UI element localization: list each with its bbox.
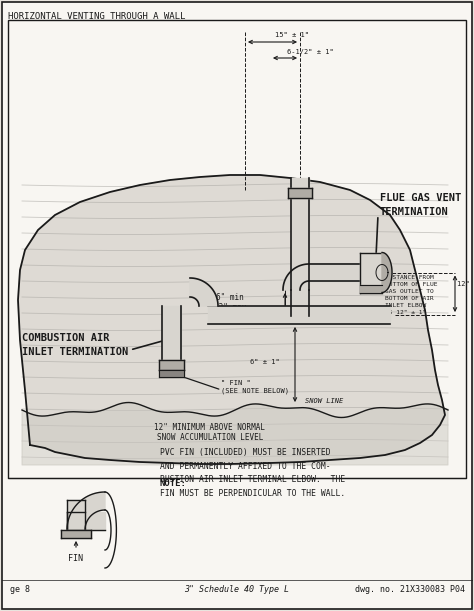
Polygon shape <box>61 530 91 538</box>
Text: FLUE GAS VENT
TERMINATION: FLUE GAS VENT TERMINATION <box>380 193 461 217</box>
Polygon shape <box>67 492 105 530</box>
Polygon shape <box>18 175 445 464</box>
Polygon shape <box>360 285 382 293</box>
Polygon shape <box>67 512 105 530</box>
Polygon shape <box>360 252 382 293</box>
Text: ge 8: ge 8 <box>10 585 30 594</box>
Polygon shape <box>67 500 85 530</box>
Polygon shape <box>291 290 309 316</box>
Polygon shape <box>190 278 218 306</box>
Text: 6" min
12" max: 6" min 12" max <box>214 293 246 312</box>
Polygon shape <box>162 306 181 360</box>
Polygon shape <box>288 188 312 198</box>
Text: DISTANCE FROM
BOTTOM OF FLUE
GAS OUTLET TO
BOTTOM OF AIR
INLET ELBOW
IS 12" ± 1": DISTANCE FROM BOTTOM OF FLUE GAS OUTLET … <box>385 275 438 315</box>
Polygon shape <box>309 264 365 281</box>
Text: FIN: FIN <box>69 554 83 563</box>
Text: COMBUSTION AIR
INLET TERMINATION: COMBUSTION AIR INLET TERMINATION <box>22 333 128 357</box>
Text: " FIN "
(SEE NOTE BELOW): " FIN " (SEE NOTE BELOW) <box>221 380 290 393</box>
Polygon shape <box>159 370 184 377</box>
Text: SNOW LINE: SNOW LINE <box>305 398 343 404</box>
Text: 12" ± 1": 12" ± 1" <box>457 280 474 287</box>
Polygon shape <box>159 360 184 370</box>
Text: dwg. no. 21X330083 P04: dwg. no. 21X330083 P04 <box>355 585 465 594</box>
Polygon shape <box>208 306 390 324</box>
Polygon shape <box>283 264 309 290</box>
Text: 3" Schedule 40 Type L: 3" Schedule 40 Type L <box>184 585 290 594</box>
Text: HORIZONTAL VENTING THROUGH A WALL: HORIZONTAL VENTING THROUGH A WALL <box>8 12 185 21</box>
Polygon shape <box>382 252 392 293</box>
Text: 12" MINIMUM ABOVE NORMAL
SNOW ACCUMULATION LEVEL: 12" MINIMUM ABOVE NORMAL SNOW ACCUMULATI… <box>155 423 265 442</box>
Polygon shape <box>22 403 448 465</box>
Text: 15" ± 1": 15" ± 1" <box>275 32 310 38</box>
Text: 6" ± 1": 6" ± 1" <box>250 359 280 365</box>
Text: NOTE:: NOTE: <box>160 479 187 488</box>
Text: PVC FIN (INCLUDED) MUST BE INSERTED
AND PERMANENTLY AFFIXED TO THE COM-
BUSTION : PVC FIN (INCLUDED) MUST BE INSERTED AND … <box>160 448 345 498</box>
Polygon shape <box>291 178 309 290</box>
Text: 6-1/2" ± 1": 6-1/2" ± 1" <box>287 49 333 55</box>
FancyBboxPatch shape <box>8 20 466 478</box>
